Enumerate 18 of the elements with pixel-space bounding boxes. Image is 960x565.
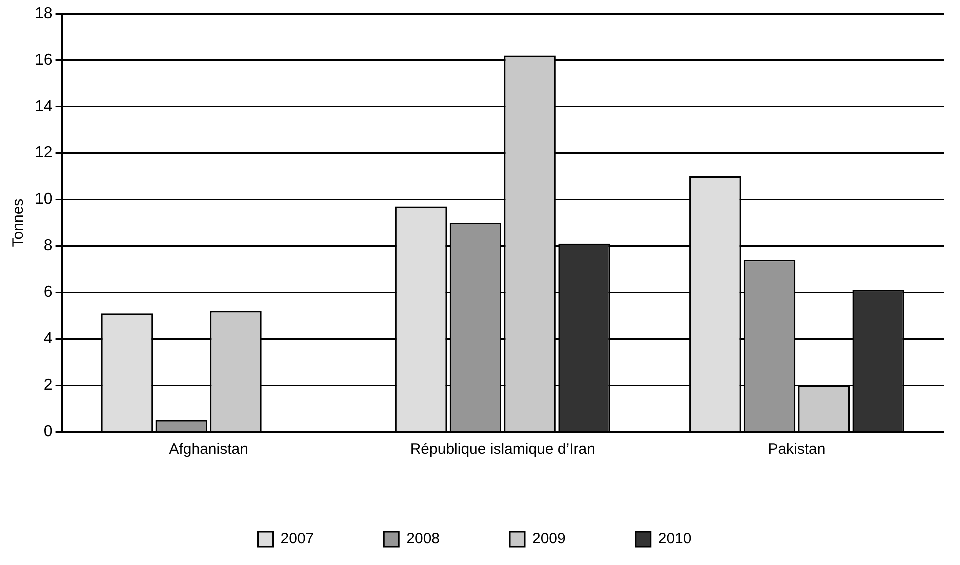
x-tick-label: Pakistan [768, 441, 826, 458]
y-tick-label: 0 [44, 423, 53, 440]
y-tick-label: 18 [35, 5, 53, 22]
y-tick-label: 8 [44, 238, 53, 255]
x-tick-label: République islamique d’Iran [410, 441, 596, 458]
y-tick-label: 10 [35, 191, 53, 208]
y-tick-label: 2 [44, 376, 53, 394]
legend-label: 2007 [280, 530, 314, 548]
y-tick-label: 12 [35, 144, 53, 162]
x-tick-label: Afghanistan [169, 441, 248, 458]
legend-label: 2009 [532, 530, 566, 548]
y-tick-label: 4 [44, 330, 53, 348]
legend-label: 2010 [658, 530, 692, 548]
y-axis-title: Tonnes [10, 198, 28, 248]
y-tick-label: 6 [44, 284, 53, 302]
y-tick-label: 16 [35, 52, 53, 69]
legend-label: 2008 [406, 530, 440, 548]
y-tick-label: 14 [35, 98, 53, 116]
